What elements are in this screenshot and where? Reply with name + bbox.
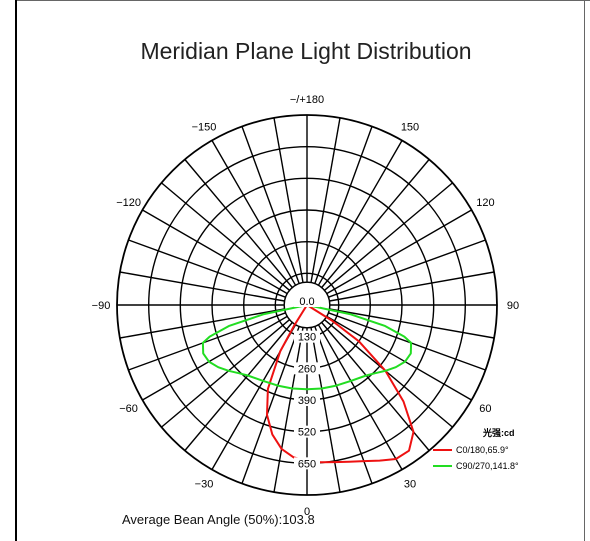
grid-spoke (324, 319, 453, 428)
radial-tick-label-bg (294, 394, 320, 406)
radial-tick-label: 0.0 (299, 296, 314, 308)
angle-tick-label: −150 (192, 122, 217, 134)
chart-title: Meridian Plane Light Distribution (140, 38, 472, 64)
radial-tick-label-bg (294, 362, 320, 375)
grid-spoke (184, 322, 293, 451)
angle-tick-labels: −/+180 150 120 90 60 30 0 −30 −60 −90 −120 −150 (92, 94, 519, 518)
angle-tick-label: 150 (401, 122, 419, 134)
polar-grid (116, 114, 498, 496)
grid-spoke (184, 159, 293, 288)
angle-tick-label: −120 (116, 197, 141, 209)
grid-spoke (326, 209, 472, 295)
grid-spoke (161, 319, 290, 428)
grid-spoke (211, 140, 297, 286)
radial-tick-label: 390 (298, 395, 316, 407)
legend: 光强:cd C0/180,65.9° C90/270,141.8° (433, 427, 519, 471)
angle-tick-label: 30 (404, 478, 416, 490)
grid-spoke (317, 140, 403, 286)
angle-tick-label: −90 (92, 300, 111, 312)
grid-spoke (128, 312, 286, 371)
frame-top-border (15, 0, 590, 1)
grid-spoke (119, 308, 285, 339)
series-curve-c0-180 (266, 304, 415, 464)
grid-spoke (241, 126, 300, 284)
grid-spoke (142, 315, 288, 401)
grid-spoke (273, 117, 304, 283)
grid-spoke (324, 182, 453, 291)
grid-spoke (317, 324, 403, 470)
radial-tick-label-bg (294, 457, 320, 470)
grid-spoke (241, 326, 300, 484)
radial-tick-labels: 0.0 130 260 390 520 650 (294, 295, 320, 470)
grid-spoke (328, 312, 486, 371)
grid-spoke (119, 271, 285, 302)
grid-spoke (273, 327, 304, 493)
angle-tick-label: −/+180 (290, 94, 324, 106)
grid-spoke (326, 315, 472, 401)
angle-tick-label: −30 (195, 478, 214, 490)
radial-tick-label-bg (294, 330, 320, 343)
grid-spoke (321, 322, 430, 451)
radial-tick-label-bg (294, 295, 320, 307)
grid-spoke (314, 126, 373, 284)
grid-spoke (310, 327, 341, 493)
legend-title: 光强:cd (482, 427, 515, 438)
grid-spoke (142, 209, 288, 295)
angle-tick-label: −60 (119, 403, 138, 415)
grid-spoke (314, 326, 373, 484)
frame-left-border (15, 0, 17, 541)
radial-tick-label: 260 (298, 363, 316, 375)
legend-label: C0/180,65.9° (456, 445, 509, 455)
grid-spoke (310, 117, 341, 283)
angle-tick-label: 120 (476, 197, 494, 209)
legend-label: C90/270,141.8° (456, 461, 519, 471)
grid-spoke (329, 271, 495, 302)
angle-tick-label: 90 (507, 300, 519, 312)
radial-tick-label: 130 (298, 332, 316, 344)
grid-spoke (161, 182, 290, 291)
angle-tick-label: 0 (304, 506, 310, 518)
radial-tick-label: 650 (298, 458, 316, 470)
grid-spoke (329, 308, 495, 339)
grid-spoke (321, 159, 430, 288)
grid-spoke (328, 239, 486, 298)
radial-tick-label: 520 (298, 427, 316, 439)
angle-tick-label: 60 (479, 403, 491, 415)
grid-spoke (128, 239, 286, 298)
average-beam-angle-text: Average Bean Angle (50%):103.8 (122, 512, 315, 527)
series-layer (201, 304, 415, 464)
series-curve-c90-270 (201, 304, 413, 391)
frame-right-border (584, 0, 585, 541)
radial-tick-label-bg (294, 425, 320, 438)
